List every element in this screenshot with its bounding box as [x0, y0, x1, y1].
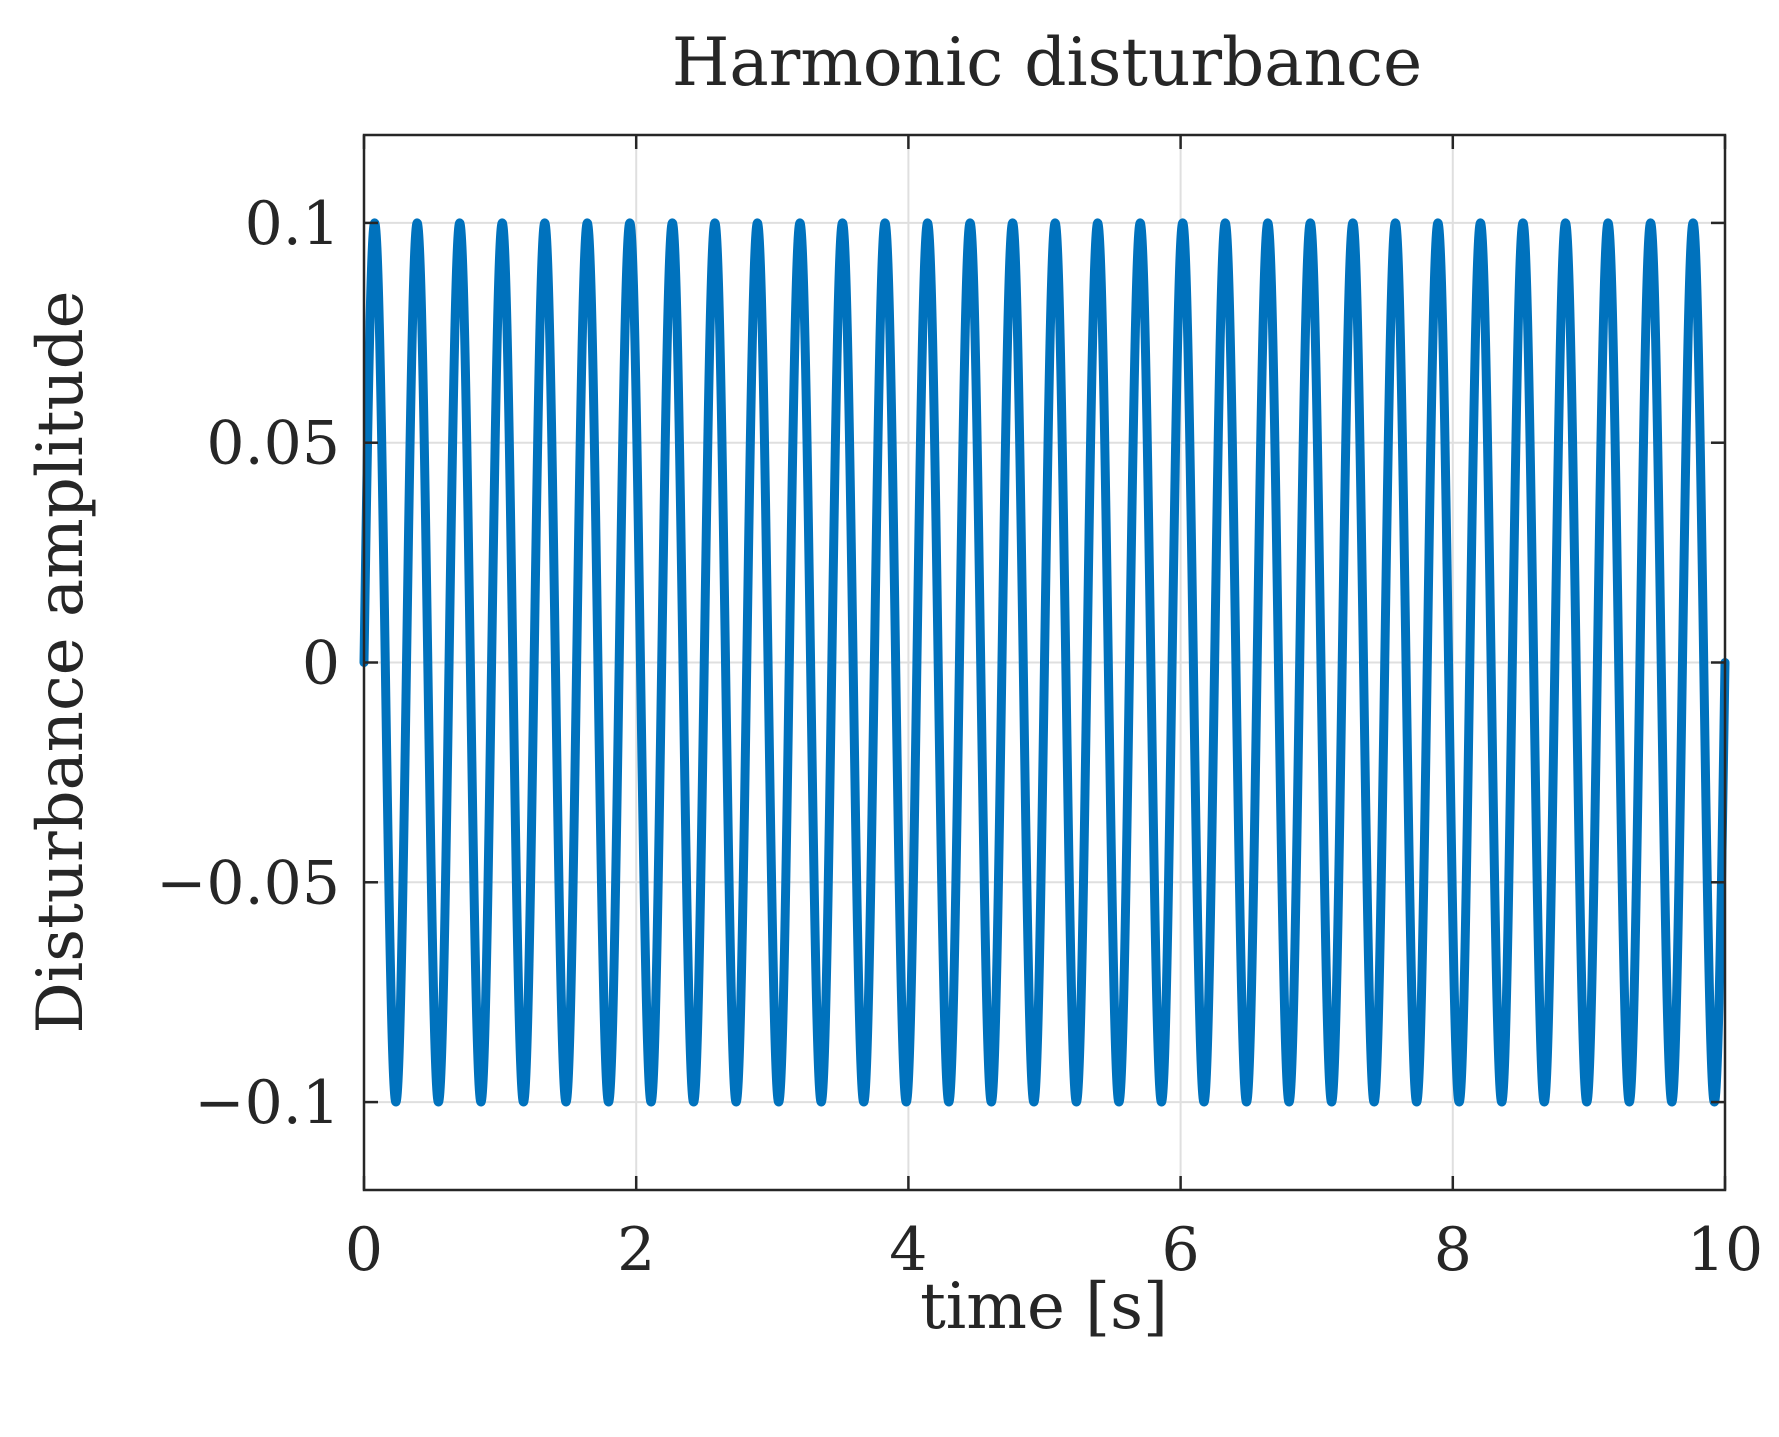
x-axis-label: time [s]: [920, 1270, 1168, 1344]
y-tick-label: −0.1: [194, 1068, 340, 1138]
plot-area: 0 2 4 6 8 10 −0.1 −0.05 0 0.05 0.1: [156, 133, 1763, 1285]
x-tick-label: 0: [345, 1215, 383, 1285]
tick-marks: [362, 135, 1727, 1190]
y-tick-labels: −0.1 −0.05 0 0.05 0.1: [156, 189, 340, 1138]
x-tick-label: 6: [1162, 1215, 1200, 1285]
y-axis-label: Disturbance amplitude: [24, 290, 98, 1033]
x-tick-label: 2: [617, 1215, 655, 1285]
series-layer: [359, 218, 1730, 1107]
y-tick-label: 0: [302, 629, 340, 699]
y-tick-label: 0.1: [245, 189, 340, 259]
y-tick-label: −0.05: [156, 848, 340, 918]
x-tick-label: 4: [889, 1215, 927, 1285]
x-tick-label: 10: [1687, 1215, 1763, 1285]
x-tick-labels: 0 2 4 6 8 10: [345, 1215, 1763, 1285]
chart-title: Harmonic disturbance: [672, 24, 1422, 101]
y-tick-label: 0.05: [206, 409, 340, 479]
x-tick-label: 8: [1434, 1215, 1472, 1285]
series-line: [359, 218, 1730, 1107]
